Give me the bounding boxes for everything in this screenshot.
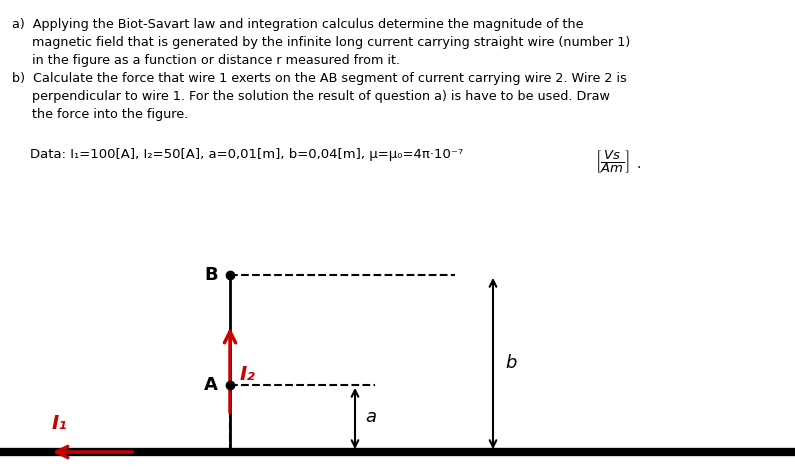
Text: I₁: I₁ (52, 414, 68, 433)
Text: the force into the figure.: the force into the figure. (12, 108, 188, 121)
Text: A: A (204, 376, 218, 394)
Text: $\left[\dfrac{Vs}{Am}\right]$: $\left[\dfrac{Vs}{Am}\right]$ (595, 148, 630, 175)
Text: in the figure as a function or distance r measured from it.: in the figure as a function or distance … (12, 54, 400, 67)
Text: perpendicular to wire 1. For the solution the result of question a) is have to b: perpendicular to wire 1. For the solutio… (12, 90, 610, 103)
Text: a)  Applying the Biot-Savart law and integration calculus determine the magnitud: a) Applying the Biot-Savart law and inte… (12, 18, 584, 31)
Text: a: a (365, 407, 376, 425)
Text: Data: I₁=100[A], I₂=50[A], a=0,01[m], b=0,04[m], μ=μ₀=4π·10⁻⁷: Data: I₁=100[A], I₂=50[A], a=0,01[m], b=… (30, 148, 463, 161)
Text: b)  Calculate the force that wire 1 exerts on the AB segment of current carrying: b) Calculate the force that wire 1 exert… (12, 72, 626, 85)
Text: I₂: I₂ (240, 366, 256, 384)
Text: b: b (505, 354, 517, 373)
Text: B: B (204, 266, 218, 284)
Text: magnetic field that is generated by the infinite long current carrying straight : magnetic field that is generated by the … (12, 36, 630, 49)
Text: .: . (637, 157, 642, 171)
